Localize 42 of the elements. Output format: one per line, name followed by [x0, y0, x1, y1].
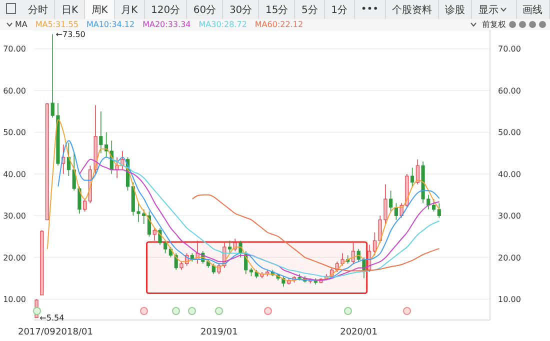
y-tick-label: 50.00: [3, 128, 26, 138]
text: MA60:22.12: [254, 20, 304, 29]
text: •••: [354, 0, 386, 19]
y-tick-label: 60.00: [3, 86, 26, 96]
text: 画线: [516, 0, 550, 19]
text: 120分: [144, 0, 188, 19]
text: MA30:28.72: [198, 20, 247, 29]
text: 诊股: [439, 0, 472, 19]
text: MA20:33.34: [142, 20, 191, 29]
x-tick-label: 2020/01: [340, 327, 378, 338]
text: MA10:34.12: [86, 20, 135, 29]
text: 分时: [22, 0, 56, 19]
text: 日K: [55, 0, 86, 19]
text: 70.00: [498, 44, 521, 54]
text: 20.00: [498, 253, 521, 262]
y-tick-label: 10.00: [3, 294, 26, 304]
text: 60.00: [498, 86, 521, 96]
text: 月K: [115, 0, 145, 19]
text: 60分: [187, 0, 224, 19]
annotation: ←73.50: [56, 30, 86, 40]
text: 30.00: [498, 212, 521, 221]
text: 15分: [259, 0, 296, 19]
y-tick-label: 70.00: [3, 44, 26, 54]
text: 10.00: [498, 294, 521, 304]
text: 前复权: [481, 19, 507, 30]
text: 个股资料: [386, 0, 439, 19]
text: MA: [14, 20, 28, 29]
y-tick-label: 20.00: [3, 253, 26, 262]
text: 30分: [223, 0, 260, 19]
text: 5分: [295, 0, 326, 19]
text: 周K: [85, 0, 116, 19]
x-tick-label: 2018/01: [56, 327, 93, 338]
annotation: ←5.54: [40, 314, 64, 323]
y-tick-label: 40.00: [3, 170, 26, 179]
text: 显示: [472, 0, 517, 19]
y-tick-label: 30.00: [3, 212, 26, 221]
text: 1分: [325, 0, 355, 19]
text: 50.00: [498, 128, 521, 138]
text: MA5:31.55: [35, 20, 78, 29]
x-tick-label: 2019/01: [200, 327, 238, 338]
text: 40.00: [498, 170, 521, 179]
x-tick-label: 2017/09: [18, 327, 56, 338]
